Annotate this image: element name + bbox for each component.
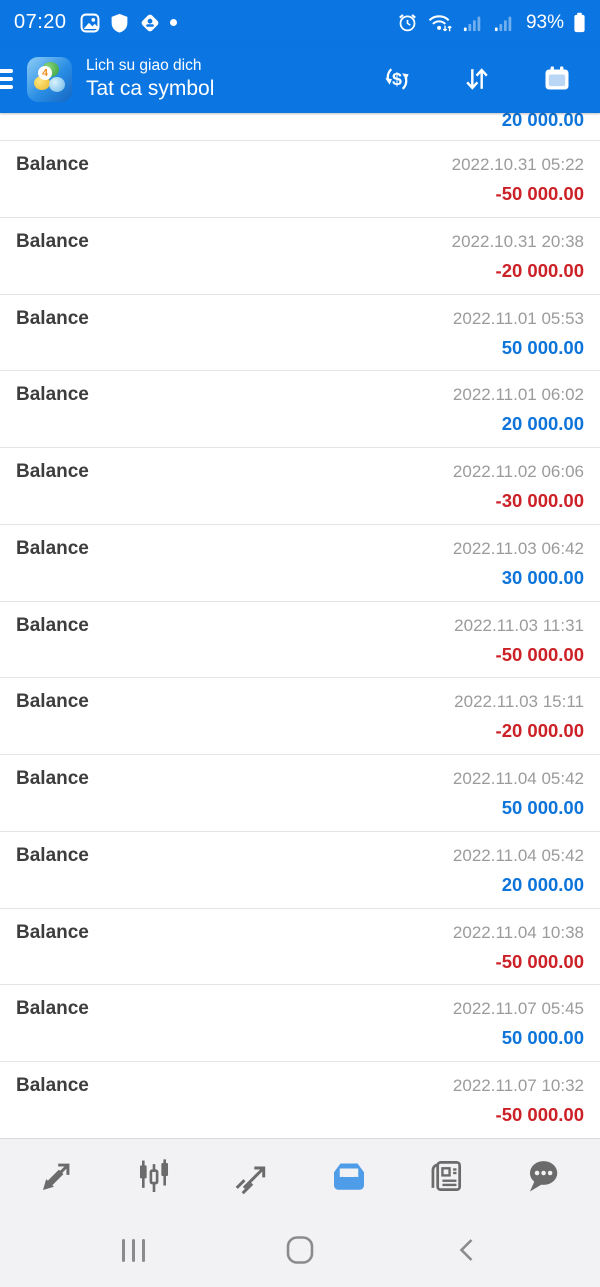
table-row[interactable]: Balance 2022.11.03 15:11 -20 000.00 bbox=[0, 678, 600, 756]
battery-percent: 93% bbox=[525, 11, 564, 33]
row-amount: -30 000.00 bbox=[495, 490, 584, 512]
tab-messages[interactable] bbox=[521, 1154, 565, 1198]
candlestick-icon bbox=[135, 1157, 173, 1195]
status-bar: 07:20 bbox=[0, 0, 600, 45]
mt4-app-logo: 4 bbox=[27, 56, 72, 102]
row-datetime: 2022.11.04 05:42 bbox=[452, 845, 584, 865]
row-amount: -50 000.00 bbox=[495, 950, 584, 972]
row-datetime: 2022.11.03 15:11 bbox=[454, 692, 584, 712]
trend-arrows-icon bbox=[38, 1157, 76, 1195]
table-row[interactable]: Balance 2022.10.31 05:22 -50 000.00 bbox=[0, 141, 600, 218]
home-icon bbox=[285, 1235, 315, 1265]
shield-icon bbox=[109, 12, 130, 34]
tab-quotes[interactable] bbox=[35, 1154, 79, 1198]
calendar-icon[interactable] bbox=[542, 64, 572, 94]
status-time: 07:20 bbox=[14, 11, 67, 33]
table-row[interactable]: Balance 2022.11.04 10:38 -50 000.00 bbox=[0, 909, 600, 986]
alarm-icon bbox=[397, 12, 418, 33]
svg-text:$: $ bbox=[392, 69, 402, 89]
page-subtitle: Tat ca symbol bbox=[86, 77, 215, 101]
signal-icon bbox=[493, 13, 515, 33]
row-type-label: Balance bbox=[16, 844, 89, 866]
row-amount: 50 000.00 bbox=[501, 1027, 584, 1049]
table-row[interactable]: Balance 2022.11.04 05:42 20 000.00 bbox=[0, 832, 600, 909]
row-amount: 20 000.00 bbox=[501, 873, 584, 895]
row-type-label: Balance bbox=[16, 1075, 89, 1097]
row-amount: -50 000.00 bbox=[495, 183, 584, 204]
row-type-label: Balance bbox=[16, 921, 89, 943]
row-datetime: 2022.11.04 05:42 bbox=[452, 769, 584, 789]
row-datetime: 2022.10.31 20:38 bbox=[451, 231, 584, 251]
table-row[interactable]: Balance 2022.11.03 11:31 -50 000.00 bbox=[0, 602, 600, 679]
table-row[interactable]: Balance 2022.11.01 06:02 20 000.00 bbox=[0, 371, 600, 449]
inbox-tray-icon bbox=[329, 1156, 369, 1196]
menu-icon[interactable] bbox=[0, 66, 13, 92]
back-chevron-icon bbox=[455, 1237, 479, 1263]
chat-bubble-icon bbox=[524, 1157, 562, 1195]
recents-icon bbox=[121, 1238, 145, 1262]
gallery-icon bbox=[79, 12, 101, 34]
row-datetime: 2022.11.02 06:06 bbox=[452, 462, 584, 482]
row-amount: 50 000.00 bbox=[501, 336, 584, 358]
tab-charts[interactable] bbox=[132, 1154, 176, 1198]
bottom-tab-bar bbox=[0, 1138, 600, 1213]
wifi-icon bbox=[427, 12, 453, 34]
table-row[interactable]: Balance 2022.11.07 10:32 -50 000.00 bbox=[0, 1062, 600, 1138]
row-amount: 50 000.00 bbox=[501, 797, 584, 819]
row-datetime: 2022.11.03 06:42 bbox=[452, 538, 584, 558]
table-row[interactable]: Balance 2022.11.02 06:06 -30 000.00 bbox=[0, 448, 600, 525]
row-amount: 30 000.00 bbox=[501, 566, 584, 588]
row-type-label: Balance bbox=[16, 307, 89, 329]
battery-icon bbox=[573, 12, 586, 33]
row-amount: -50 000.00 bbox=[495, 1104, 584, 1126]
newspaper-icon bbox=[427, 1157, 465, 1195]
recents-button[interactable] bbox=[116, 1233, 150, 1267]
row-amount: 20 000.00 bbox=[501, 413, 584, 435]
row-amount: -20 000.00 bbox=[495, 720, 584, 742]
row-amount: 20 000.00 bbox=[501, 113, 584, 130]
row-datetime: 2022.11.01 06:02 bbox=[452, 385, 584, 405]
clipped-row[interactable]: 20 000.00 bbox=[0, 113, 600, 141]
back-button[interactable] bbox=[450, 1233, 484, 1267]
table-row[interactable]: Balance 2022.11.03 06:42 30 000.00 bbox=[0, 525, 600, 602]
signal-icon bbox=[462, 13, 484, 33]
row-amount: -20 000.00 bbox=[495, 259, 584, 281]
transaction-list: 20 000.00 Balance 2022.10.31 05:22 -50 0… bbox=[0, 113, 600, 1138]
tab-news[interactable] bbox=[424, 1154, 468, 1198]
row-type-label: Balance bbox=[16, 768, 89, 790]
row-type-label: Balance bbox=[16, 537, 89, 559]
dual-app-diamond-icon bbox=[138, 11, 162, 35]
app-header: 4 Lich su giao dich Tat ca symbol $ bbox=[0, 45, 600, 113]
row-datetime: 2022.11.04 10:38 bbox=[452, 922, 584, 942]
trade-line-icon bbox=[232, 1157, 270, 1195]
table-row[interactable]: Balance 2022.10.31 20:38 -20 000.00 bbox=[0, 218, 600, 295]
tab-history[interactable] bbox=[327, 1154, 371, 1198]
row-datetime: 2022.11.07 10:32 bbox=[452, 1076, 584, 1096]
page-title: Lich su giao dich bbox=[86, 56, 202, 74]
sort-icon[interactable] bbox=[462, 64, 492, 94]
row-type-label: Balance bbox=[16, 384, 89, 406]
row-type-label: Balance bbox=[16, 461, 89, 483]
tab-trade[interactable] bbox=[229, 1154, 273, 1198]
row-type-label: Balance bbox=[16, 998, 89, 1020]
android-nav-bar bbox=[0, 1213, 600, 1287]
table-row[interactable]: Balance 2022.11.07 05:45 50 000.00 bbox=[0, 985, 600, 1063]
row-amount: -50 000.00 bbox=[495, 643, 584, 665]
currency-exchange-icon[interactable]: $ bbox=[382, 64, 412, 94]
row-type-label: Balance bbox=[16, 691, 89, 713]
row-type-label: Balance bbox=[16, 230, 89, 252]
notification-dot bbox=[169, 19, 177, 26]
row-datetime: 2022.11.01 05:53 bbox=[452, 308, 584, 328]
row-datetime: 2022.10.31 05:22 bbox=[451, 155, 584, 174]
table-row[interactable]: Balance 2022.11.01 05:53 50 000.00 bbox=[0, 295, 600, 372]
row-type-label: Balance bbox=[16, 614, 89, 636]
home-button[interactable] bbox=[283, 1233, 317, 1267]
table-row[interactable]: Balance 2022.11.04 05:42 50 000.00 bbox=[0, 755, 600, 832]
row-datetime: 2022.11.03 11:31 bbox=[454, 615, 584, 635]
row-type-label: Balance bbox=[16, 154, 89, 175]
row-datetime: 2022.11.07 05:45 bbox=[452, 999, 584, 1019]
